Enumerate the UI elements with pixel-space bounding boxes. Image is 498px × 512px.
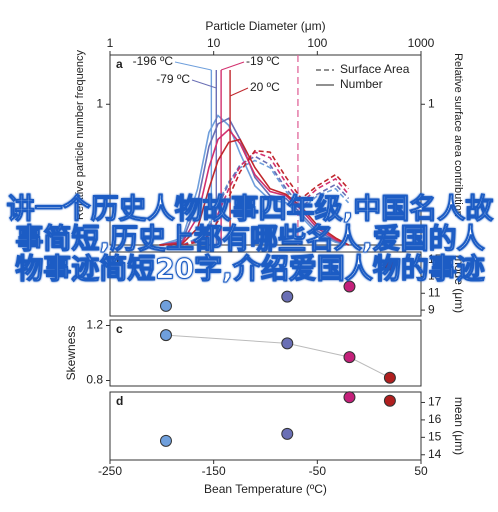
y2-tick-label: 15 <box>428 430 442 444</box>
surface-area-line <box>159 151 350 246</box>
series-label: -196 ºC <box>133 54 174 68</box>
panel-label: c <box>116 322 123 336</box>
panel-label: a <box>116 57 123 71</box>
point <box>281 337 294 350</box>
y-tick-label: 1.2 <box>86 318 103 332</box>
y2-tick-label: 1 <box>428 96 435 110</box>
point <box>159 329 172 342</box>
point <box>159 434 172 447</box>
x-tick-label: 100 <box>307 36 327 50</box>
y2-tick-label: 15 <box>428 252 442 266</box>
point <box>383 258 396 271</box>
point <box>343 351 356 364</box>
y2-tick-label: 17 <box>428 395 442 409</box>
panel-frame <box>109 319 422 387</box>
series-label: -79 ºC <box>156 72 190 86</box>
point <box>383 394 396 407</box>
overlay-text: 讲一个历史人物故事四年级,中国名人故事简短,历史上都有哪些名人,爱国的人物事迹简… <box>6 192 494 285</box>
y2-tick-label: 13 <box>428 269 442 283</box>
y2-tick-label: 11 <box>428 285 441 299</box>
y2-tick-label: 16 <box>428 412 442 426</box>
y2-tick-label: 14 <box>428 447 442 461</box>
legend-label: Surface Area <box>340 62 410 76</box>
x-tick-label: 10 <box>207 36 221 50</box>
x-tick-label: 50 <box>414 464 428 478</box>
panel-frame <box>109 251 422 317</box>
panel-label: d <box>116 394 123 408</box>
surface-area-line <box>159 149 350 246</box>
label-leader <box>220 61 245 71</box>
panel-frame <box>109 391 422 461</box>
number-line <box>159 114 349 246</box>
label-leader <box>229 87 249 97</box>
y2-axis-label: mode (μm) <box>452 255 466 313</box>
series-label: -19 ºC <box>246 54 280 68</box>
y-axis-label: Relative particle number frequency <box>74 50 86 220</box>
series-label: 20 ºC <box>250 80 280 94</box>
point <box>159 299 172 312</box>
y-axis-label: Skewness <box>64 326 78 381</box>
y2-tick-label: 9 <box>428 302 435 316</box>
x-tick-label: 1 <box>107 36 114 50</box>
panel-label: b <box>116 254 123 268</box>
legend-label: Number <box>340 77 383 91</box>
x-tick-label: -250 <box>98 464 122 478</box>
y2-axis-label: mean (μm) <box>452 397 466 455</box>
number-line <box>159 138 349 246</box>
point <box>281 290 294 303</box>
y-tick-label: 0.8 <box>86 373 103 387</box>
y-tick-label: 1 <box>96 96 103 110</box>
x-tick-label: -150 <box>202 464 226 478</box>
surface-area-line <box>159 155 350 246</box>
surface-area-line <box>159 159 350 246</box>
label-leader <box>191 79 217 89</box>
point <box>383 371 396 384</box>
number-line <box>159 128 349 246</box>
x-axis-label: Bean Temperature (ºC) <box>204 482 327 496</box>
panel-frame <box>109 54 422 246</box>
x-tick-label: 1000 <box>408 36 435 50</box>
label-leader <box>174 61 212 71</box>
point <box>281 427 294 440</box>
point <box>343 280 356 293</box>
x-tick-label: -50 <box>309 464 327 478</box>
y2-axis-label: Relative surface area contribution <box>452 53 464 217</box>
point <box>343 391 356 404</box>
trend-curve <box>165 334 391 379</box>
x-axis-label: Particle Diameter (μm) <box>205 19 325 33</box>
